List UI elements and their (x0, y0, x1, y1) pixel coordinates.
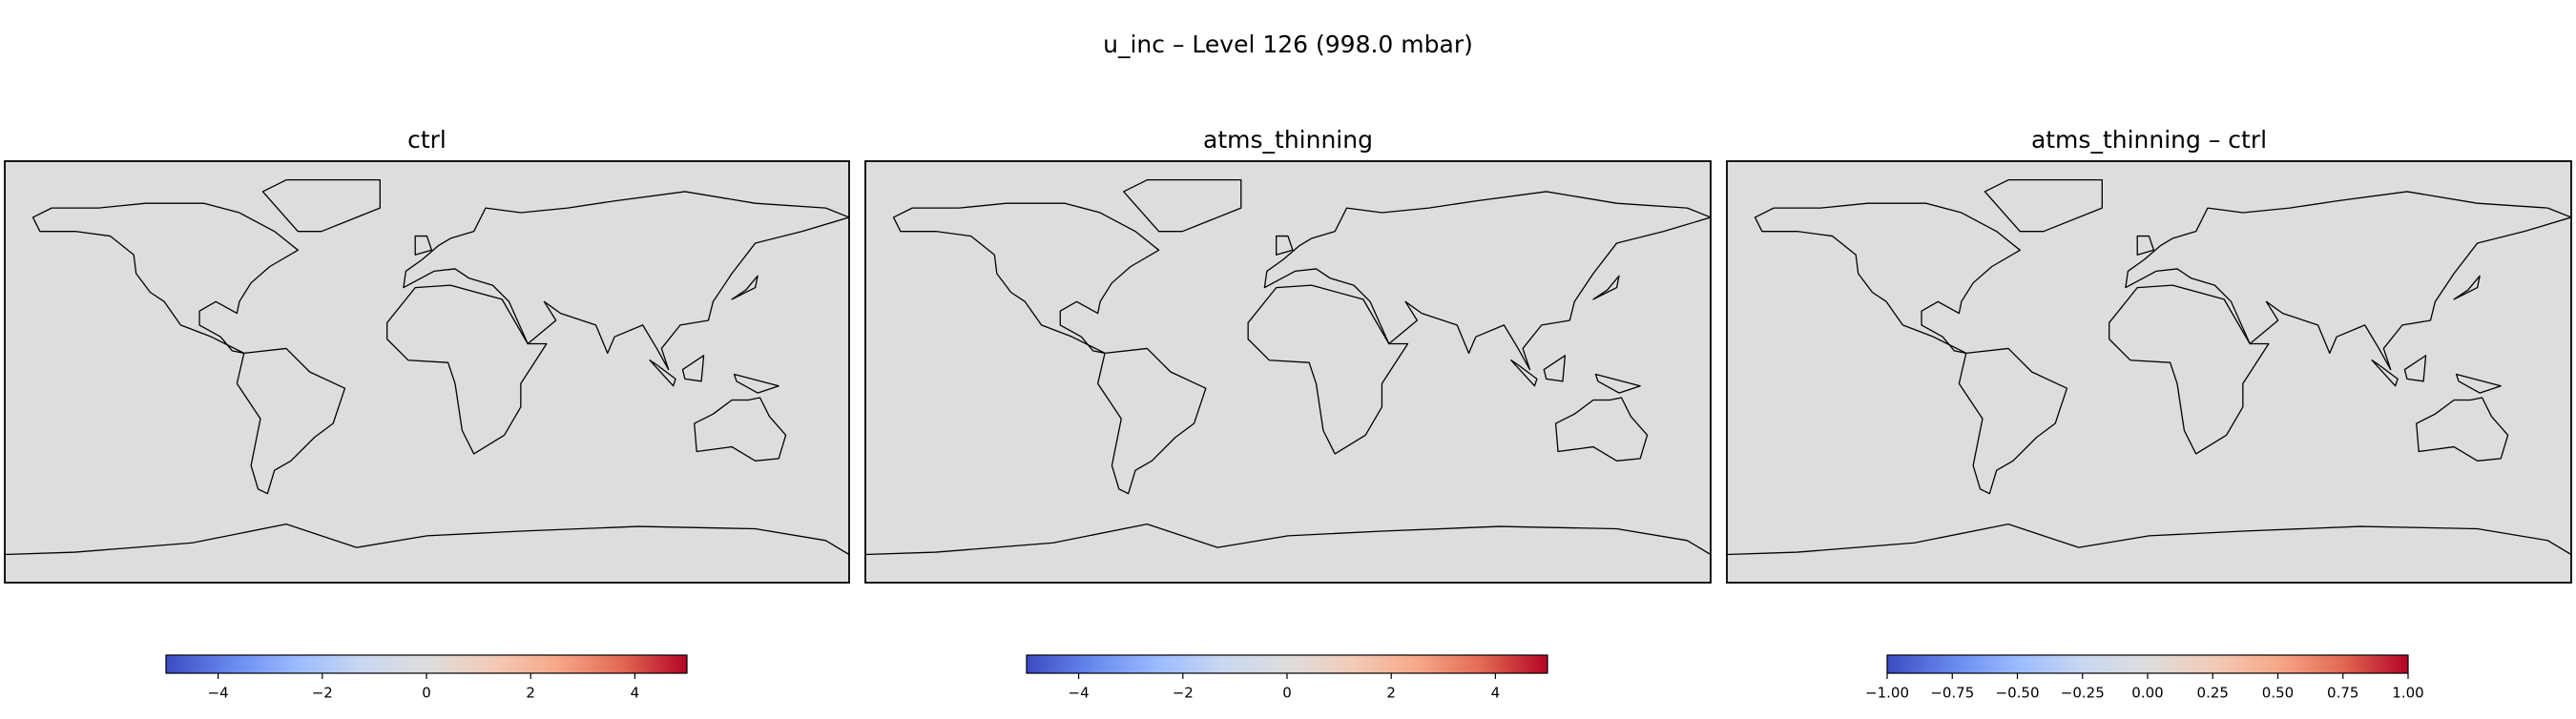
colorbar-tick-label: −4 (208, 685, 229, 702)
colorbar-tick-label: 2 (1386, 685, 1396, 702)
figure-title: u_inc – Level 126 (998.0 mbar) (1103, 31, 1473, 58)
map-frame (864, 160, 1712, 584)
colorbar-tick-label: 0.00 (2131, 685, 2163, 702)
colorbar-tick-label: 0 (422, 685, 431, 702)
colorbar-tick-label: −2 (312, 685, 333, 702)
colorbar-tick-label: −1.00 (1865, 685, 1909, 702)
colorbar-tick-label: 2 (526, 685, 535, 702)
panel-title: ctrl (407, 126, 447, 154)
colorbar-tick-label: 4 (1491, 685, 1501, 702)
panel-title: atms_thinning (1203, 126, 1373, 154)
colorbar (1026, 654, 1548, 674)
colorbar-tick-label: 1.00 (2392, 685, 2423, 702)
colorbar (1886, 654, 2409, 674)
colorbar-tick-label: −0.50 (1996, 685, 2040, 702)
colorbar (165, 654, 688, 674)
colorbar-tick-label: 0.75 (2327, 685, 2358, 702)
map-background (1727, 161, 2571, 583)
colorbar-tick-label: −0.75 (1930, 685, 1974, 702)
panel-title: atms_thinning – ctrl (2031, 126, 2267, 154)
map-frame (1726, 160, 2572, 584)
map-background (5, 161, 849, 583)
colorbar-tick-label: 0.50 (2262, 685, 2294, 702)
colorbar-tick-label: 4 (631, 685, 640, 702)
map-frame (4, 160, 850, 584)
map-background (865, 161, 1711, 583)
colorbar-tick-label: −4 (1069, 685, 1090, 702)
colorbar-tick-label: 0 (1282, 685, 1292, 702)
colorbar-tick-label: 0.25 (2197, 685, 2229, 702)
colorbar-tick-label: −0.25 (2061, 685, 2105, 702)
colorbar-tick-label: −2 (1173, 685, 1194, 702)
